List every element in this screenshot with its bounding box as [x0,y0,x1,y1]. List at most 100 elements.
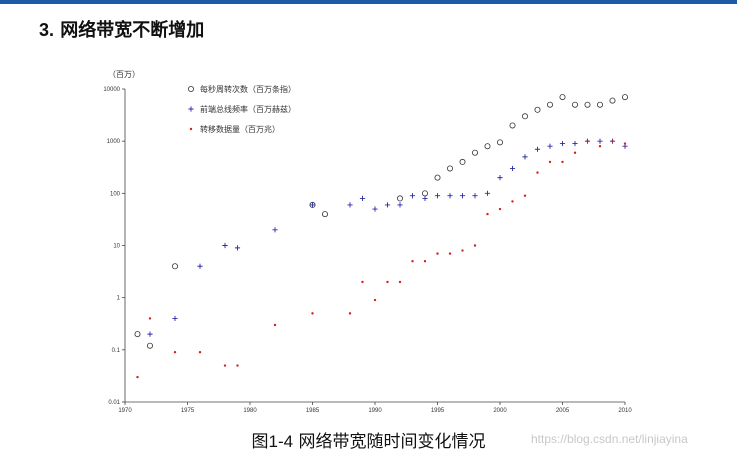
legend-marker [188,106,194,112]
y-tick-label: 10000 [103,87,120,93]
data-point [146,342,153,349]
chart-marks [134,94,629,379]
chart-legend: 每秒周转次数（百万条指） 前端总线频率（百万赫兹） 转移数据量（百万兆） [187,84,296,134]
data-point [136,375,139,379]
legend-marker [187,86,194,93]
data-point [459,193,466,199]
data-point [359,195,366,201]
data-point [472,193,478,199]
data-point [446,165,453,172]
data-point [572,140,578,147]
caption-text: 网络带宽随时间变化情况 [298,432,486,452]
data-point [473,244,477,247]
data-point [523,194,527,197]
series-3 [136,139,627,379]
data-point [411,260,414,263]
data-point [498,207,502,211]
data-point [198,351,202,354]
legend-label: 每秒周转次数（百万条指） [200,84,296,94]
data-point [347,202,353,208]
data-point [348,312,352,315]
data-point [471,149,478,156]
data-point [386,280,389,284]
data-point [522,113,529,120]
data-point [311,312,314,315]
slide-title: 3. 网络带宽不断增加 [39,16,204,42]
data-point [236,364,239,367]
x-tick-label: 1975 [181,408,195,414]
y-tick-label: 1 [117,296,121,302]
data-point [534,146,541,152]
data-point [484,143,491,150]
data-point [361,280,364,284]
data-point [396,195,403,202]
data-point [561,160,564,164]
data-point [234,245,241,251]
top-accent-bar [0,0,737,4]
data-point [448,252,452,255]
data-point [611,139,614,143]
x-tick-label: 1980 [243,408,257,414]
x-tick-label: 2000 [493,408,507,414]
data-point [484,190,491,196]
data-point [623,142,627,145]
data-point [434,174,441,181]
data-point [597,138,603,144]
data-point [222,242,228,249]
data-point [272,227,278,233]
data-point [447,193,453,199]
caption-figure-number: 1-4 [268,432,294,451]
data-point [171,263,178,270]
section-number: 3. [39,20,55,40]
data-point [148,317,152,320]
series-1 [134,94,629,349]
x-tick-label: 1970 [118,408,132,414]
data-point [423,260,427,263]
data-point [421,190,428,197]
data-point [497,175,503,181]
series-2 [147,138,628,337]
data-point [147,331,153,337]
data-point [384,202,391,208]
data-point [559,94,566,101]
data-point [548,160,552,164]
y-tick-label: 0.1 [112,348,121,354]
data-point [547,143,553,149]
x-tick-label: 2010 [618,408,632,414]
data-point [273,323,277,327]
data-point [573,151,577,154]
y-tick-label: 1000 [107,139,121,145]
caption-prefix: 图 [251,432,269,452]
data-point [134,331,141,338]
data-point [511,200,514,203]
y-tick-label: 100 [110,191,121,197]
figure-caption: 图1-4 网络带宽随时间变化情况 [0,427,737,452]
y-tick-label: 0.01 [108,400,120,406]
data-point [536,171,539,174]
data-point [321,211,328,218]
data-point [223,364,227,367]
data-point [534,106,541,113]
data-point [547,101,554,108]
data-point [522,154,528,160]
data-point [422,195,428,201]
data-point [584,101,591,108]
data-point [309,202,316,208]
data-point [372,206,378,212]
watermark: https://blog.csdn.net/linjiayina [531,432,688,446]
x-tick-label: 1990 [368,408,382,414]
x-tick-label: 1995 [431,408,445,414]
data-point [197,263,203,269]
data-point [622,94,629,101]
data-point [409,193,416,199]
data-point [436,252,439,255]
data-point [397,202,403,208]
legend-label: 前端总线频率（百万赫兹） [200,104,296,114]
data-point [434,193,441,199]
data-point [509,122,516,129]
data-point [173,351,177,354]
data-point [496,139,503,146]
data-point [486,212,489,216]
data-point [586,139,589,143]
data-point [461,249,464,252]
